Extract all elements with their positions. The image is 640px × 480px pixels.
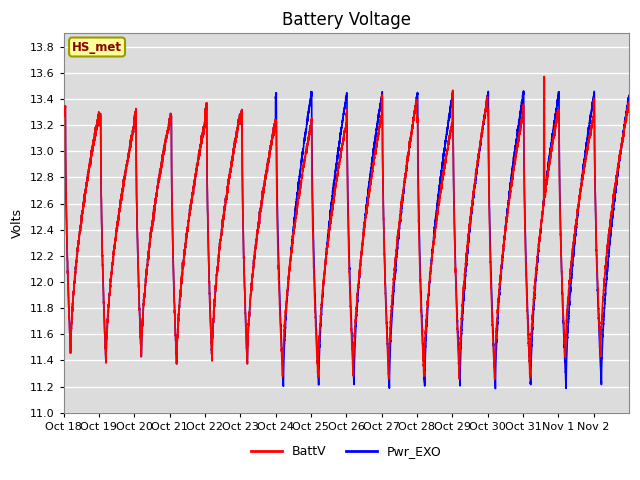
BattV [394, 231, 402, 237]
BattV [491, 376, 499, 382]
BattV [479, 125, 486, 131]
Pwr_EXO [60, 111, 67, 117]
Line: Pwr_EXO: Pwr_EXO [63, 91, 629, 389]
Legend: BattV, Pwr_EXO: BattV, Pwr_EXO [246, 441, 447, 464]
Pwr_EXO [520, 88, 527, 94]
Pwr_EXO [625, 93, 633, 98]
BattV [60, 111, 67, 117]
Pwr_EXO [419, 340, 427, 346]
Pwr_EXO [88, 152, 96, 157]
Title: Battery Voltage: Battery Voltage [282, 11, 411, 29]
Pwr_EXO [479, 124, 486, 130]
Line: BattV: BattV [63, 77, 629, 379]
Text: HS_met: HS_met [72, 40, 122, 53]
Pwr_EXO [394, 238, 402, 244]
BattV [419, 345, 427, 351]
BattV [88, 152, 96, 157]
Pwr_EXO [492, 386, 499, 392]
BattV [509, 173, 516, 179]
Pwr_EXO [509, 163, 516, 169]
Pwr_EXO [264, 160, 272, 166]
Y-axis label: Volts: Volts [11, 208, 24, 238]
BattV [540, 74, 548, 80]
BattV [264, 160, 272, 166]
BattV [625, 103, 633, 108]
